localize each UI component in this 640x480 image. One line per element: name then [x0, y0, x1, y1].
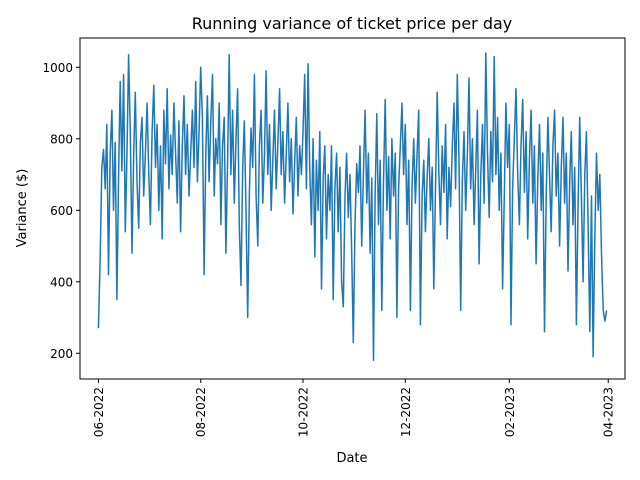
y-axis-ticks: 200 400 600 800 1000: [42, 61, 80, 361]
x-tick-label: 02-2023: [503, 387, 517, 437]
x-axis-ticks: 06-2022 08-2022 10-2022 12-2022 02-2023 04-20…: [92, 379, 616, 437]
x-tick-label: 08-2022: [194, 387, 208, 437]
series-line: [97, 52, 608, 362]
axes-frame: [79, 37, 626, 380]
chart-title: Running variance of ticket price per day: [192, 14, 513, 33]
y-tick-label: 400: [50, 275, 73, 289]
x-tick-label: 10-2022: [297, 387, 311, 437]
plot-area: [97, 52, 608, 362]
x-tick-label: 04-2023: [602, 387, 616, 437]
y-tick-label: 200: [50, 347, 73, 361]
y-tick-label: 600: [50, 204, 73, 218]
y-tick-label: 800: [50, 132, 73, 146]
x-axis-label: Date: [336, 451, 367, 466]
x-tick-label: 12-2022: [399, 387, 413, 437]
y-tick-label: 1000: [42, 61, 73, 75]
x-tick-label: 06-2022: [92, 387, 106, 437]
y-axis-label: Variance ($): [15, 169, 30, 248]
